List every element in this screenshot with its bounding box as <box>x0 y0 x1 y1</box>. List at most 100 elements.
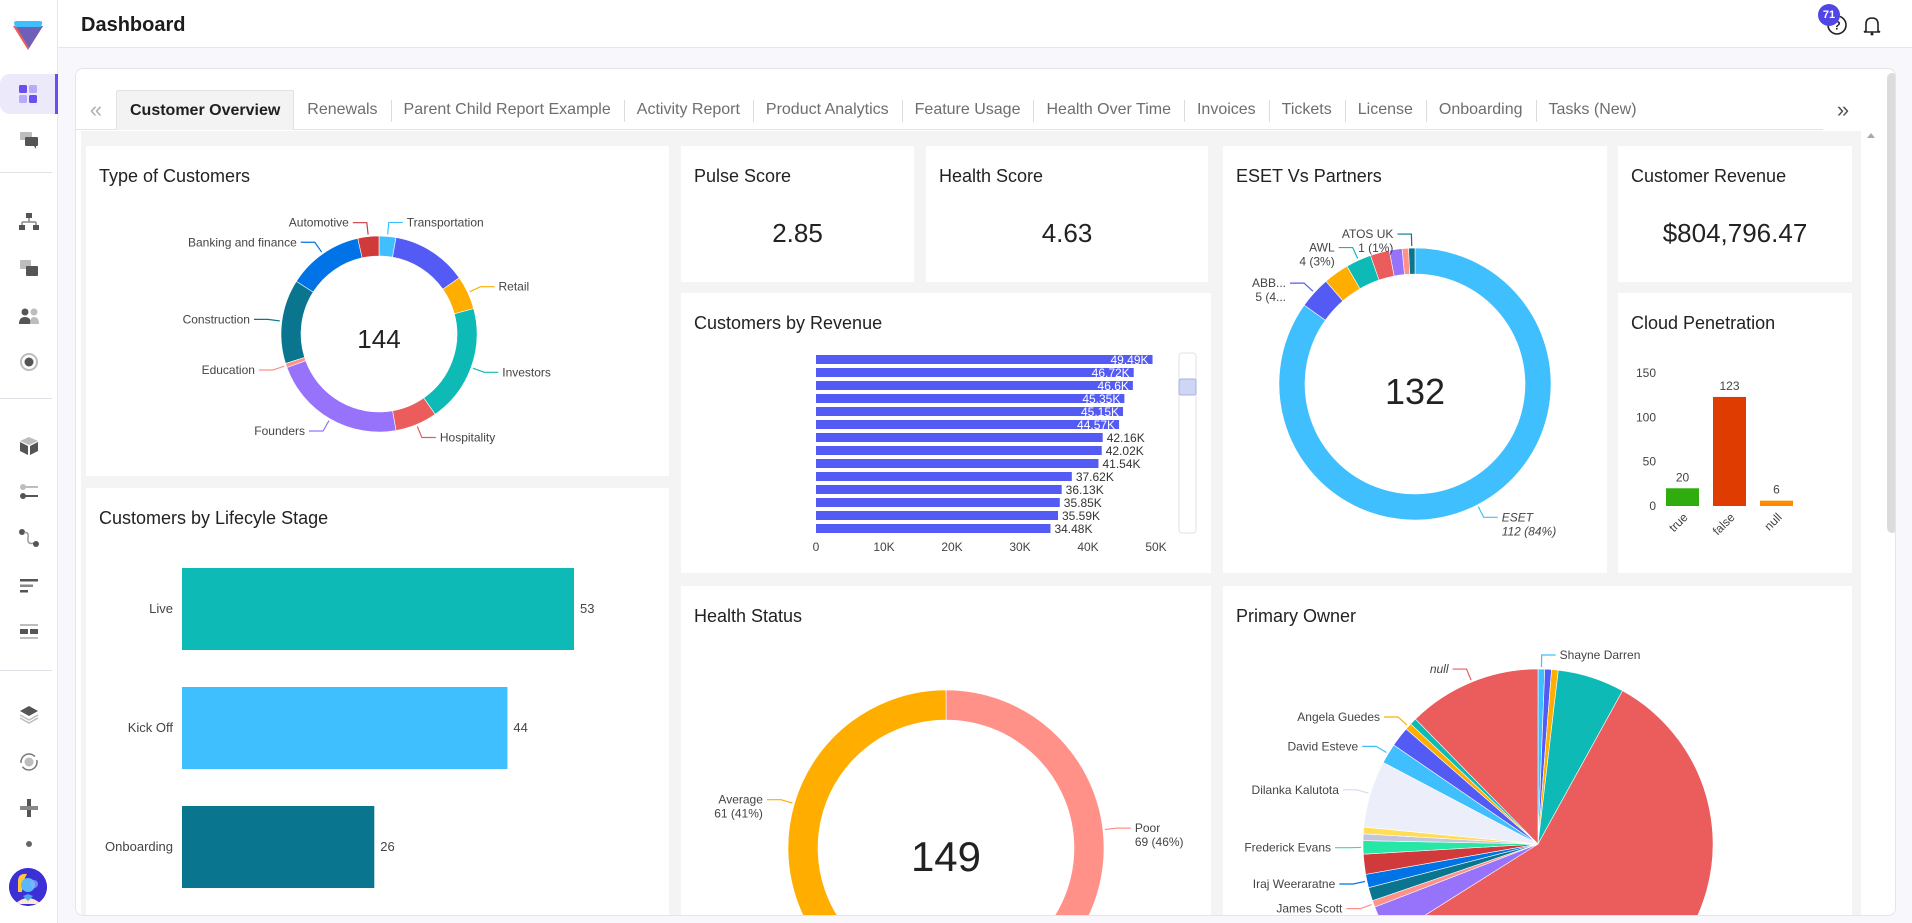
sidebar-item-products[interactable] <box>0 426 58 466</box>
sidebar-item-cards[interactable] <box>0 248 58 288</box>
sidebar-item-target[interactable] <box>0 342 58 382</box>
sidebar-divider <box>0 670 52 671</box>
sidebar-item-more[interactable] <box>0 832 58 856</box>
revenue-bar-label: 49.49K <box>1110 353 1148 367</box>
pie-value-label: 1 (1%) <box>1358 241 1393 255</box>
tab-customer-overview[interactable]: Customer Overview <box>116 90 295 130</box>
sliders-icon <box>20 484 38 499</box>
pie-label: Retail <box>499 280 530 294</box>
sidebar-item-layouts[interactable] <box>0 612 58 652</box>
pie-leader-line <box>1452 668 1472 681</box>
svg-text:?: ? <box>1833 19 1840 33</box>
donut-center-value: 149 <box>911 833 981 880</box>
revenue-bar <box>816 472 1072 481</box>
sync-circle-icon <box>20 753 38 771</box>
tab-license[interactable]: License <box>1344 90 1426 130</box>
tab-parent-child-report-example[interactable]: Parent Child Report Example <box>390 90 624 130</box>
card-title: Health Score <box>939 166 1044 186</box>
revenue-bar <box>816 381 1133 390</box>
pie-slice <box>787 689 947 915</box>
pie-label: Frederick Evans <box>1244 841 1331 855</box>
card-title: Health Status <box>694 606 803 626</box>
pie-slice <box>945 689 1105 915</box>
dashboard-panel: « Customer Overview Renewals Parent Child … <box>75 68 1896 916</box>
tab-tickets[interactable]: Tickets <box>1268 90 1345 130</box>
pie-slice <box>280 280 314 364</box>
revenue-bar-label: 36.13K <box>1066 483 1104 497</box>
sidebar-item-sync[interactable] <box>0 742 58 782</box>
card-title: Cloud Penetration <box>1631 313 1776 333</box>
tab-product-analytics[interactable]: Product Analytics <box>752 90 902 130</box>
pie-slice <box>357 235 380 259</box>
bell-icon <box>1863 17 1881 36</box>
donut-center-value: 132 <box>1385 371 1445 412</box>
lifecycle-bar <box>182 568 574 650</box>
cube-icon <box>20 437 38 455</box>
tab-onboarding[interactable]: Onboarding <box>1425 90 1536 130</box>
bars-list-icon <box>20 579 38 593</box>
cloud-penetration-chart: 0 50 100 150 20 true 123 false 6 null <box>1636 366 1793 538</box>
revenue-bar-label: 42.16K <box>1107 431 1145 445</box>
pie-leader-line <box>416 426 436 439</box>
tab-renewals[interactable]: Renewals <box>307 101 378 118</box>
revenue-bar <box>816 420 1120 429</box>
widget-grid: Type of Customers Transportation Retail In… <box>81 131 1875 915</box>
layers-icon <box>19 706 39 724</box>
sidebar-item-reports[interactable] <box>0 566 58 606</box>
pie-leader-line <box>1540 654 1556 668</box>
tab-feature-usage[interactable]: Feature Usage <box>901 90 1034 130</box>
revenue-bar-label: 45.35K <box>1082 392 1120 406</box>
sidebar-item-add[interactable] <box>0 788 58 828</box>
sidebar <box>0 0 58 923</box>
pie-label: Shayne Darren <box>1560 648 1641 662</box>
tab-activity-report[interactable]: Activity Report <box>623 90 753 130</box>
tab-tasks-new[interactable]: Tasks (New) <box>1535 90 1650 130</box>
users-icon <box>19 308 39 324</box>
chevrons-right-icon: » <box>1836 97 1850 122</box>
pie-value-label: 112 (84%) <box>1502 524 1556 538</box>
panel-scrollbar-thumb[interactable] <box>1887 73 1895 533</box>
hierarchy-icon <box>19 213 39 230</box>
app-logo[interactable] <box>10 18 46 54</box>
tab-health-over-time[interactable]: Health Over Time <box>1033 90 1183 130</box>
sidebar-item-users[interactable] <box>0 296 58 336</box>
sidebar-item-dashboard[interactable] <box>0 74 58 114</box>
tab-invoices[interactable]: Invoices <box>1183 90 1269 130</box>
user-avatar[interactable] <box>9 868 47 906</box>
tabs-scroll-left[interactable]: « <box>76 90 116 130</box>
pie-label: ATOS UK <box>1342 227 1394 241</box>
pie-slice <box>295 237 363 293</box>
conversations-icon <box>20 132 38 149</box>
sidebar-divider <box>0 172 52 173</box>
plus-icon <box>20 799 38 817</box>
card-eset-vs-partners: ESET Vs Partners ESET 112 (84%) ABB... 5 (4… <box>1223 146 1607 573</box>
tab-list: Customer Overview Renewals Parent Child Re… <box>116 90 1650 130</box>
pie-leader-line <box>253 318 280 322</box>
revenue-scroll-handle <box>1178 378 1197 396</box>
sidebar-item-journey[interactable] <box>0 518 58 558</box>
donut-center-value: 144 <box>357 324 400 354</box>
sidebar-item-layers[interactable] <box>0 694 58 734</box>
card-title: Customers by Revenue <box>694 313 883 333</box>
lifecycle-value-label: 53 <box>580 601 594 616</box>
lifecycle-category-label: Onboarding <box>105 839 173 854</box>
grid-scroll-up-arrow[interactable] <box>1867 133 1875 138</box>
sidebar-item-conversations[interactable] <box>0 120 58 160</box>
revenue-bar <box>816 394 1125 403</box>
panel-scrollbar[interactable] <box>1881 69 1895 915</box>
pulse-score-value: 2.85 <box>772 218 823 248</box>
tabs-scroll-right[interactable]: » <box>1823 90 1863 130</box>
card-title: Primary Owner <box>1236 606 1357 626</box>
x-tick-label: 0 <box>813 540 820 554</box>
sidebar-item-sliders[interactable] <box>0 472 58 512</box>
y-tick-label: 150 <box>1636 366 1656 380</box>
pie-label: Automotive <box>289 216 349 230</box>
tab-bar: « Customer Overview Renewals Parent Child … <box>76 90 1863 130</box>
cards-icon <box>20 260 38 276</box>
customers-by-revenue-chart: 49.49K46.72K46.6K45.35K45.15K44.57K42.16… <box>813 352 1197 554</box>
sidebar-item-hierarchy[interactable] <box>0 202 58 242</box>
notifications-button[interactable] <box>1861 14 1883 36</box>
x-tick-label: 30K <box>1009 540 1030 554</box>
card-customers-by-revenue: Customers by Revenue 49.49K 46.72K 46.6K 45… <box>681 293 1211 573</box>
